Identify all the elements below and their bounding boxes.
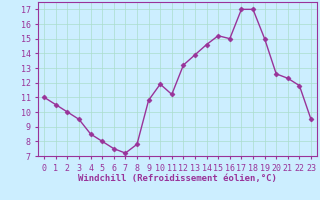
X-axis label: Windchill (Refroidissement éolien,°C): Windchill (Refroidissement éolien,°C) [78,174,277,183]
